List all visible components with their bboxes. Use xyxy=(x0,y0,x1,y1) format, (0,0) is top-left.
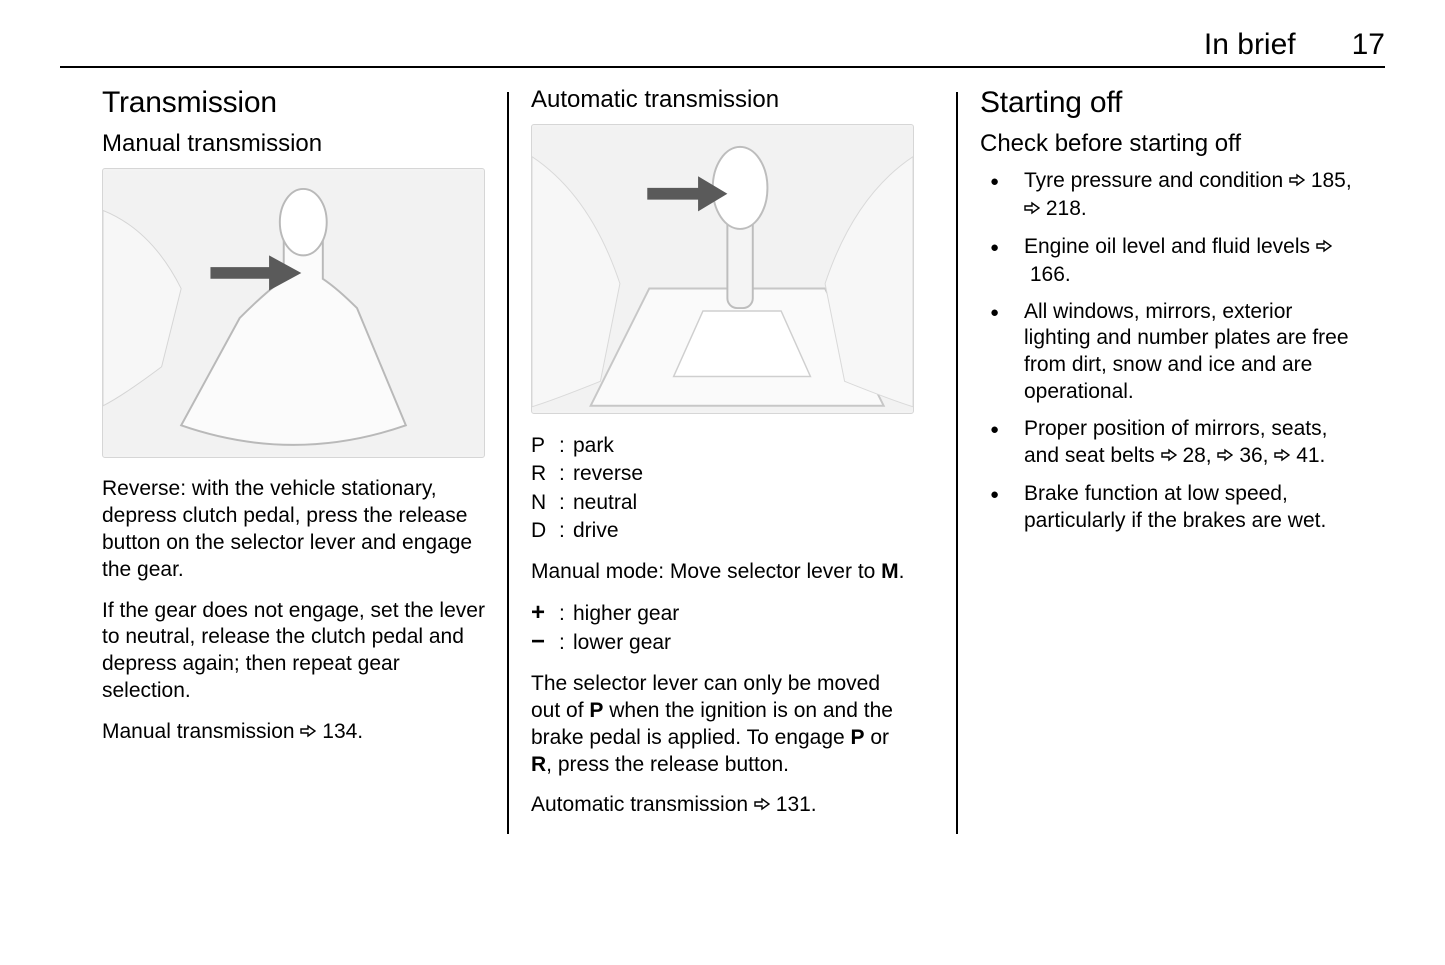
text: All windows, mirrors, exterior lighting … xyxy=(1024,300,1349,404)
def-colon: : xyxy=(559,489,573,517)
heading-starting-off: Starting off xyxy=(980,86,1363,120)
text: Automatic transmission xyxy=(531,793,754,816)
def-colon: : xyxy=(559,432,573,460)
xref-icon xyxy=(1289,169,1305,196)
checklist: Tyre pressure and condition 185, 218. Eng… xyxy=(980,168,1363,535)
def-row: P:park xyxy=(531,432,914,460)
def-row: D:drive xyxy=(531,517,914,545)
checklist-item: Tyre pressure and condition 185, 218. xyxy=(980,168,1363,224)
def-row: R:reverse xyxy=(531,460,914,488)
bold-m: M xyxy=(881,560,899,583)
xref-page: 36 xyxy=(1239,444,1262,467)
text: Tyre pressure and condition xyxy=(1024,169,1289,192)
def-val: park xyxy=(573,432,914,460)
text: Engine oil level and fluid levels xyxy=(1024,235,1316,258)
xref-page: 28 xyxy=(1182,444,1205,467)
def-val: reverse xyxy=(573,460,914,488)
def-key: + xyxy=(531,600,559,628)
def-key: N xyxy=(531,489,559,517)
xref-icon xyxy=(1024,197,1040,224)
bold-r: R xyxy=(531,753,546,776)
para-reverse-instruction: Reverse: with the vehicle stationary, de… xyxy=(102,476,485,584)
def-key: D xyxy=(531,517,559,545)
xref-icon xyxy=(1161,444,1177,471)
checklist-item: All windows, mirrors, exterior lighting … xyxy=(980,299,1363,407)
columns: Transmission Manual transmission Reverse… xyxy=(60,86,1385,834)
xref-icon xyxy=(1217,444,1233,471)
def-val: higher gear xyxy=(573,600,914,628)
manual-mode-defs: +:higher gear −:lower gear xyxy=(531,600,914,657)
column-3: Starting off Check before starting off T… xyxy=(958,86,1385,834)
subhead-check-before: Check before starting off xyxy=(980,130,1363,158)
xref-page: 166 xyxy=(1030,263,1065,286)
header-page-number: 17 xyxy=(1352,28,1385,62)
def-colon: : xyxy=(559,460,573,488)
def-key: R xyxy=(531,460,559,488)
text: Manual mode: Move selector lever to xyxy=(531,560,881,583)
manual-page: In brief 17 Transmission Manual transmis… xyxy=(0,0,1445,965)
def-colon: : xyxy=(559,600,573,628)
para-selector-note: The selector lever can only be moved out… xyxy=(531,671,914,779)
text: . xyxy=(1081,197,1087,220)
def-colon: : xyxy=(559,629,573,657)
figure-manual-gearlever xyxy=(102,168,485,458)
def-row: N:neutral xyxy=(531,489,914,517)
text: Brake function at low speed, particularl… xyxy=(1024,482,1326,532)
subhead-automatic-transmission: Automatic transmission xyxy=(531,86,914,114)
def-val: neutral xyxy=(573,489,914,517)
figure-automatic-gearlever xyxy=(531,124,914,414)
gear-definitions: P:park R:reverse N:neutral D:drive xyxy=(531,432,914,545)
para-manual-ref: Manual transmission 134. xyxy=(102,719,485,747)
column-2: Automatic transmission xyxy=(509,86,956,834)
def-key: P xyxy=(531,432,559,460)
text: , press the release button. xyxy=(546,753,789,776)
para-automatic-ref: Automatic transmission 131. xyxy=(531,792,914,820)
heading-transmission: Transmission xyxy=(102,86,485,120)
auto-gearlever-illustration xyxy=(532,125,913,413)
xref-page: 131. xyxy=(776,793,817,816)
xref-icon xyxy=(754,793,770,820)
text: . xyxy=(1065,263,1071,286)
bold-p: P xyxy=(589,699,603,722)
text: . xyxy=(1320,444,1326,467)
def-val: lower gear xyxy=(573,629,914,657)
xref-page: 41 xyxy=(1296,444,1319,467)
xref-icon xyxy=(300,720,316,747)
checklist-item: Brake function at low speed, particularl… xyxy=(980,481,1363,535)
gearlever-illustration xyxy=(103,169,484,457)
para-manual-mode: Manual mode: Move selector lever to M. xyxy=(531,559,914,586)
xref-icon xyxy=(1274,444,1290,471)
subhead-manual-transmission: Manual transmission xyxy=(102,130,485,158)
text: Manual transmission xyxy=(102,720,300,743)
xref-page: 218 xyxy=(1046,197,1081,220)
def-row: +:higher gear xyxy=(531,600,914,628)
def-row: −:lower gear xyxy=(531,629,914,657)
def-val: drive xyxy=(573,517,914,545)
header-section: In brief xyxy=(1204,28,1296,62)
def-key: − xyxy=(531,629,559,657)
bold-p: P xyxy=(851,726,865,749)
text: . xyxy=(899,560,905,583)
xref-page: 134. xyxy=(322,720,363,743)
checklist-item: Engine oil level and fluid levels 166. xyxy=(980,234,1363,289)
column-1: Transmission Manual transmission Reverse… xyxy=(60,86,507,834)
text: or xyxy=(865,726,890,749)
checklist-item: Proper position of mirrors, seats, and s… xyxy=(980,416,1363,471)
para-gear-not-engage: If the gear does not engage, set the lev… xyxy=(102,598,485,706)
page-header: In brief 17 xyxy=(60,28,1385,68)
def-colon: : xyxy=(559,517,573,545)
xref-icon xyxy=(1316,235,1332,262)
xref-page: 185 xyxy=(1311,169,1346,192)
